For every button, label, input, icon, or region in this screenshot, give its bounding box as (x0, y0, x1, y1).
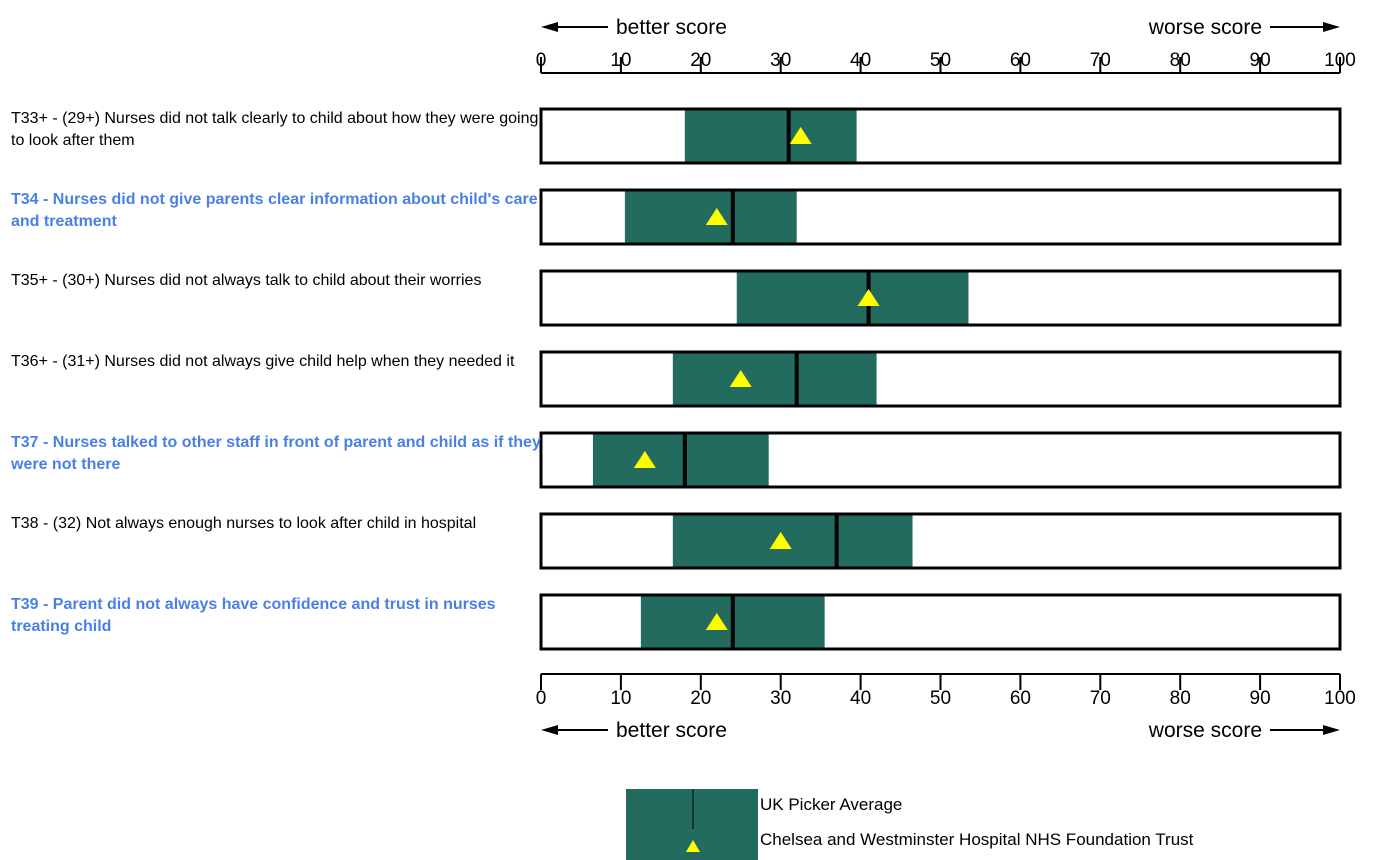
confidence-band (672, 352, 877, 406)
top-tick-label: 50 (930, 50, 951, 71)
row-label: T39 - Parent did not always have confide… (11, 596, 496, 635)
bottom-better-score-label: better score (616, 719, 727, 742)
top-tick-label: 90 (1250, 50, 1271, 71)
row-frame (539, 350, 1342, 408)
trust-marker (857, 289, 880, 306)
legend-trust-label: Chelsea and Westminster Hospital NHS Fou… (760, 830, 1194, 849)
top-tick-label: 10 (610, 50, 631, 71)
row-frame (539, 188, 1342, 246)
row-label: T37 - Nurses talked to other staff in fr… (11, 434, 541, 473)
trust-marker (769, 532, 792, 549)
trust-marker (633, 451, 656, 468)
bottom-tick-label: 30 (770, 688, 791, 709)
bottom-tick-label: 20 (690, 688, 711, 709)
confidence-band (592, 433, 769, 487)
bottom-tick-label: 0 (536, 688, 547, 709)
top-tick-label: 30 (770, 50, 791, 71)
top-tick-label: 20 (690, 50, 711, 71)
confidence-band (624, 190, 797, 244)
trust-marker (705, 208, 728, 225)
top-tick-label: 70 (1090, 50, 1111, 71)
bottom-tick-label: 10 (610, 688, 631, 709)
confidence-band (736, 271, 969, 325)
top-worse-score-label: worse score (1148, 16, 1262, 39)
trust-marker (705, 613, 728, 630)
bottom-tick-label: 60 (1010, 688, 1031, 709)
top-tick-label: 80 (1170, 50, 1191, 71)
row-label: T38 - (32) Not always enough nurses to l… (11, 515, 477, 532)
confidence-band (672, 514, 913, 568)
top-worse-arrow-head (1323, 22, 1340, 32)
row-label: T35+ - (30+) Nurses did not always talk … (11, 272, 482, 289)
legend-trust-marker (686, 840, 700, 852)
legend-picker-average-label: UK Picker Average (760, 795, 902, 814)
row-label: T34 - Nurses did not give parents clear … (11, 191, 538, 230)
bottom-better-arrow-head (541, 725, 558, 735)
row-frame (539, 431, 1342, 489)
bottom-tick-label: 40 (850, 688, 871, 709)
bottom-tick-label: 100 (1324, 688, 1356, 709)
top-tick-label: 60 (1010, 50, 1031, 71)
trust-marker (789, 127, 812, 144)
trust-marker (729, 370, 752, 387)
confidence-band (684, 109, 857, 163)
row-label: T33+ - (29+) Nurses did not talk clearly… (11, 110, 539, 149)
bottom-tick-label: 90 (1250, 688, 1271, 709)
top-better-arrow-head (541, 22, 558, 32)
bottom-tick-label: 50 (930, 688, 951, 709)
top-tick-label: 0 (536, 50, 547, 71)
row-frame (539, 269, 1342, 327)
row-label: T36+ - (31+) Nurses did not always give … (11, 353, 515, 370)
row-frame (539, 512, 1342, 570)
top-better-score-label: better score (616, 16, 727, 39)
bottom-worse-score-label: worse score (1148, 719, 1262, 742)
row-frame (539, 593, 1342, 651)
bottom-tick-label: 70 (1090, 688, 1111, 709)
bottom-tick-label: 80 (1170, 688, 1191, 709)
top-tick-label: 40 (850, 50, 871, 71)
bottom-worse-arrow-head (1323, 725, 1340, 735)
top-tick-label: 100 (1324, 50, 1356, 71)
row-frame (539, 107, 1342, 165)
